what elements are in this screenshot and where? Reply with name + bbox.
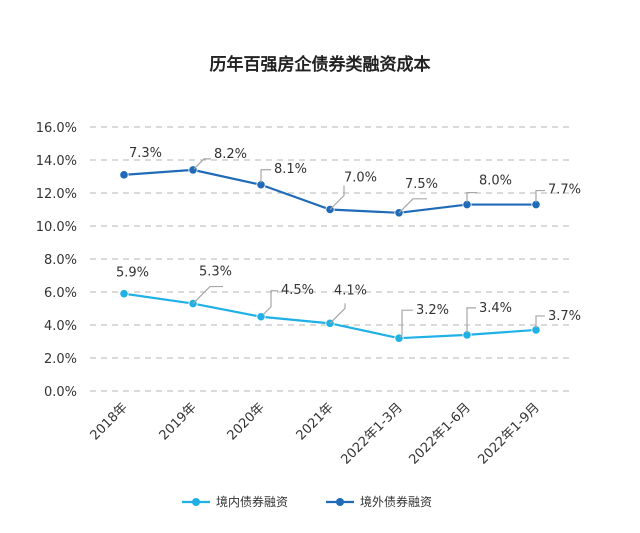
label-leader-line [398, 198, 427, 214]
x-tick-label: 2019年 [157, 400, 200, 443]
domestic-data-label: 4.5% [281, 283, 314, 298]
domestic-point [119, 289, 129, 299]
domestic-data-label: 4.1% [334, 283, 367, 298]
legend-swatch-marker [192, 498, 200, 506]
overseas-data-label: 8.2% [214, 147, 247, 162]
domestic-bond-line [123, 292, 537, 340]
label-leader-line [192, 285, 223, 304]
gridlines [90, 126, 570, 392]
overseas-data-label: 8.1% [274, 162, 307, 177]
x-tick-label: 2022年1-6月 [406, 400, 473, 467]
y-tick-label: 12.0% [36, 187, 77, 202]
overseas-data-label: 7.5% [405, 177, 438, 192]
legend-label: 境外债券融资 [360, 494, 432, 509]
overseas-data-label: 7.0% [344, 171, 377, 186]
label-leader-line [466, 191, 477, 203]
legend: 境内债券融资 境外债券融资 [182, 494, 432, 509]
label-leader-line [399, 309, 413, 338]
domestic-data-label: 3.2% [416, 303, 449, 318]
x-tick-label: 2020年 [225, 400, 268, 443]
domestic-data-label: 3.7% [548, 309, 581, 324]
domestic-data-label: 5.9% [116, 266, 149, 281]
chart-title: 历年百强房企债券类融资成本 [210, 54, 431, 75]
x-tick-label: 2022年1-3月 [338, 400, 405, 467]
label-leader-line [329, 303, 346, 324]
y-tick-label: 16.0% [36, 121, 77, 136]
label-leader-line [535, 189, 545, 203]
domestic-data-label: 3.4% [479, 301, 512, 316]
overseas-data-label: 7.3% [129, 146, 162, 161]
label-leader-line [466, 307, 476, 333]
label-leader-line [535, 315, 545, 328]
y-tick-label: 14.0% [36, 154, 77, 169]
y-tick-label: 6.0% [44, 286, 77, 301]
overseas-point [119, 170, 129, 180]
legend-label: 境内债券融资 [216, 494, 288, 509]
x-tick-label: 2021年 [294, 400, 337, 443]
y-tick-label: 10.0% [36, 220, 77, 235]
x-tick-label: 2018年 [88, 400, 131, 443]
legend-swatch-marker [336, 498, 344, 506]
label-leader-line [193, 158, 211, 170]
data-labels: 5.9% 5.3% 4.5% 4.1% 3.2% 3.4% 3.7% 7.3% 8.2% 8.1%… [116, 146, 581, 338]
overseas-data-label: 8.0% [479, 174, 512, 189]
label-leader-line [262, 290, 278, 316]
label-leader-line [260, 169, 271, 183]
x-axis-ticks: 2018年 2019年 2020年 2021年 2022年1-3月 2022年1-6月 20… [88, 400, 543, 467]
overseas-data-label: 7.7% [548, 183, 581, 198]
y-tick-label: 8.0% [44, 253, 77, 268]
y-axis-ticks: 0.0% 2.0% 4.0% 6.0% 8.0% 10.0% 12.0% 14.0% 16.0% [36, 121, 77, 400]
label-leader-line [329, 185, 345, 210]
x-tick-label: 2022年1-9月 [475, 400, 542, 467]
y-tick-label: 0.0% [44, 385, 77, 400]
y-tick-label: 2.0% [44, 352, 77, 367]
domestic-data-label: 5.3% [199, 265, 232, 280]
series-lines [119, 165, 541, 343]
y-tick-label: 4.0% [44, 319, 77, 334]
